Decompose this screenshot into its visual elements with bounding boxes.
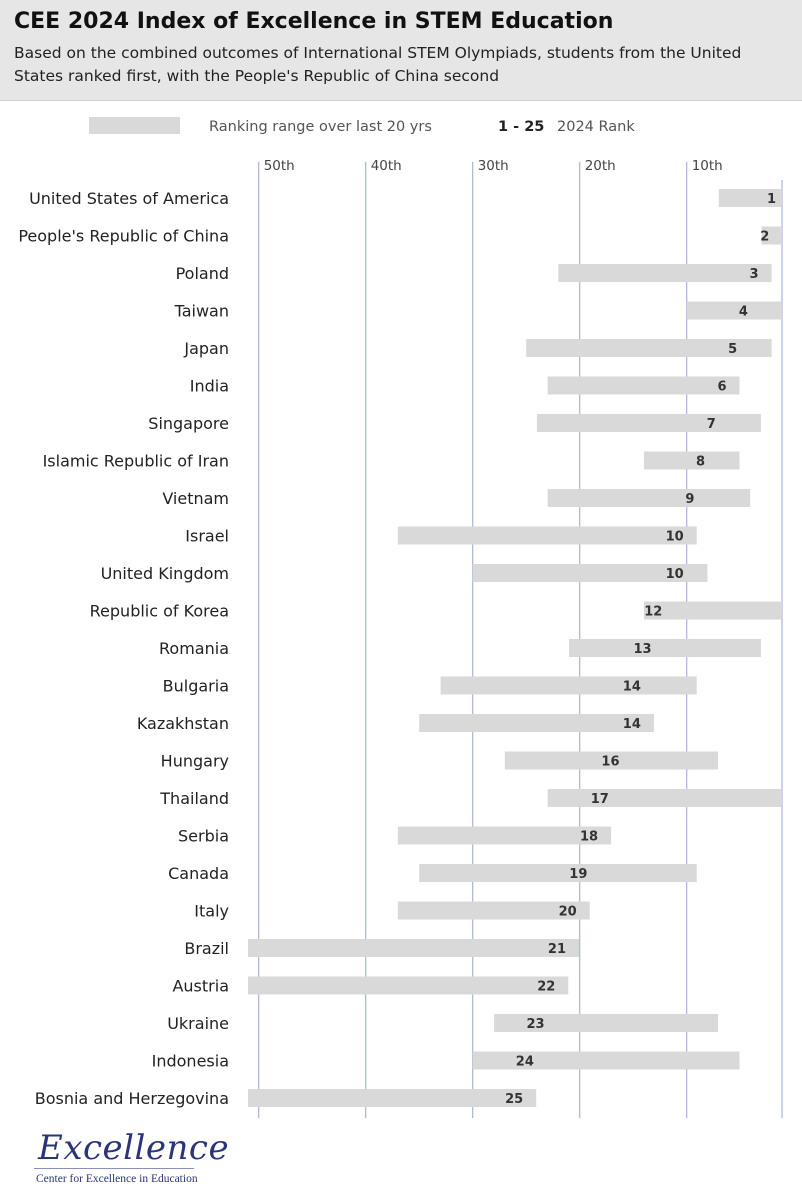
logo-wordmark: Excellence [38,1128,230,1168]
rank-2024-label: 14 [623,680,641,695]
country-label: Hungary [161,752,229,771]
range-bar [526,339,772,357]
range-bar [248,939,579,957]
range-bar [536,414,761,432]
legend-range-label: Ranking range over last 20 yrs [209,119,432,135]
rank-2024-label: 12 [644,605,662,620]
country-label: United Kingdom [101,564,229,583]
rank-2024-label: 16 [601,755,619,770]
legend-range-swatch [89,117,180,134]
rank-2024-label: 1 [767,192,776,207]
range-bar [686,301,782,320]
range-bar [248,976,569,995]
rank-2024-label: 8 [696,455,705,470]
chart-subtitle: Based on the combined outcomes of Intern… [14,44,742,85]
range-chart: Ranking range over last 20 yrs 1 - 25 2024… [18,117,783,1118]
rank-2024-label: 10 [666,567,684,582]
legend-rank-label: 2024 Rank [557,119,635,135]
range-bar [472,1051,740,1070]
country-label: Taiwan [174,302,229,321]
rank-2024-label: 19 [569,867,587,882]
chart-header: CEE 2024 Index of Excellence in STEM Edu… [0,0,802,101]
range-bar [472,564,708,582]
country-label: Republic of Korea [90,602,229,621]
range-bar [494,1014,719,1032]
range-bar [643,601,782,620]
rank-2024-label: 10 [666,530,684,545]
range-bar [440,676,697,695]
country-label: Singapore [148,414,229,433]
logo-divider [34,1168,194,1169]
rank-2024-label: 5 [728,342,737,357]
range-bar [419,714,654,732]
rank-2024-label: 2 [760,230,769,245]
rank-2024-label: 22 [537,980,555,995]
country-label: Indonesia [152,1052,229,1071]
range-bar [761,226,782,245]
rank-2024-label: 20 [559,905,577,920]
rank-2024-label: 7 [707,417,716,432]
country-label: Kazakhstan [137,714,229,733]
range-bar [718,189,782,207]
x-tick-label: 20th [585,158,616,174]
rank-2024-label: 18 [580,830,598,845]
x-tick-label: 10th [692,158,723,174]
range-bar [397,826,612,845]
country-label: Canada [168,864,229,883]
range-bar [569,639,761,657]
rank-2024-label: 6 [717,380,726,395]
x-tick-label: 50th [264,158,295,174]
range-bar [419,864,697,882]
range-bar [547,789,782,807]
country-label: Poland [176,264,229,283]
chart-title: CEE 2024 Index of Excellence in STEM Edu… [14,9,614,34]
rank-2024-label: 17 [591,792,609,807]
country-label: People's Republic of China [18,227,229,246]
country-label: Ukraine [167,1014,229,1033]
country-label: India [190,377,229,396]
country-label: Thailand [159,789,229,808]
legend-rank-range: 1 - 25 [498,119,544,135]
rank-2024-label: 21 [548,942,566,957]
rank-2024-label: 24 [516,1055,534,1070]
cee-logo: Excellence Center for Excellence in Educ… [30,1128,229,1190]
country-label: Vietnam [162,489,229,508]
country-label: Islamic Republic of Iran [43,452,229,471]
country-label: Italy [194,902,229,921]
range-bar [547,376,740,395]
country-label: Brazil [184,939,229,958]
country-label: Romania [159,639,229,658]
country-label: Japan [183,339,229,358]
range-bar [643,451,740,470]
range-bar [397,526,697,545]
range-bar [504,751,719,770]
range-bar [248,1089,537,1107]
country-label: Serbia [178,827,229,846]
rank-2024-label: 23 [527,1017,545,1032]
range-bar [558,264,772,282]
rank-2024-label: 3 [750,267,759,282]
rank-2024-label: 9 [685,492,694,507]
range-bar [547,489,751,507]
rank-2024-label: 4 [739,305,748,320]
range-bar [397,901,590,920]
rank-2024-label: 14 [623,717,641,732]
country-label: United States of America [29,189,229,208]
country-label: Bulgaria [163,677,229,696]
logo-subtitle: Center for Excellence in Education [36,1173,198,1185]
country-label: Austria [172,977,229,996]
x-tick-label: 30th [478,158,509,174]
rank-2024-label: 13 [634,642,652,657]
rank-2024-label: 25 [505,1092,523,1107]
country-label: Israel [185,527,229,546]
country-label: Bosnia and Herzegovina [35,1089,229,1108]
x-tick-label: 40th [371,158,402,174]
